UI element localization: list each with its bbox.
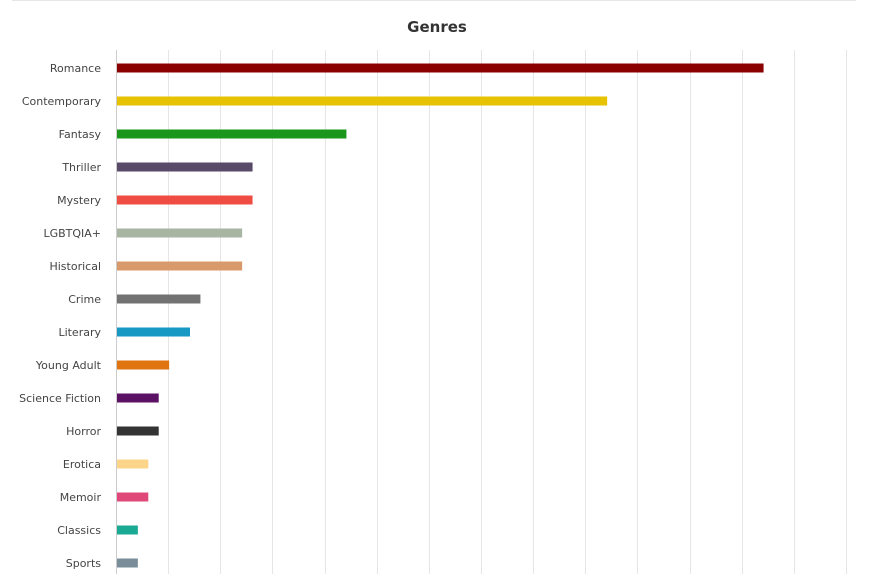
bar-young-adult[interactable] (117, 360, 170, 370)
category-label-layer: Romance Contemporary Fantasy Thriller Myster… (19, 62, 102, 570)
bar-horror[interactable] (117, 426, 159, 436)
bar-sports[interactable] (117, 558, 138, 568)
category-label-contemporary: Contemporary (22, 95, 102, 108)
category-label-memoir: Memoir (60, 491, 102, 504)
category-label-literary: Literary (58, 326, 101, 339)
category-label-young-adult: Young Adult (35, 359, 102, 372)
bar-mystery[interactable] (117, 195, 253, 205)
category-label-historical: Historical (49, 260, 101, 273)
category-label-mystery: Mystery (57, 194, 101, 207)
bar-layer (117, 63, 764, 568)
bar-memoir[interactable] (117, 492, 149, 502)
bar-classics[interactable] (117, 525, 138, 535)
bar-crime[interactable] (117, 294, 201, 304)
category-label-erotica: Erotica (63, 458, 101, 471)
grid-layer (116, 50, 847, 574)
top-divider (12, 0, 856, 1)
bar-fantasy[interactable] (117, 129, 347, 139)
bar-literary[interactable] (117, 327, 190, 337)
category-label-science-fiction: Science Fiction (19, 392, 101, 405)
category-label-thriller: Thriller (61, 161, 101, 174)
bar-thriller[interactable] (117, 162, 253, 172)
category-label-crime: Crime (68, 293, 101, 306)
category-label-lgbtqia: LGBTQIA+ (43, 227, 101, 240)
category-label-classics: Classics (57, 524, 101, 537)
category-label-fantasy: Fantasy (59, 128, 102, 141)
category-label-horror: Horror (66, 425, 101, 438)
category-label-romance: Romance (50, 62, 101, 75)
category-label-sports: Sports (66, 557, 102, 570)
bar-science-fiction[interactable] (117, 393, 159, 403)
bar-historical[interactable] (117, 261, 243, 271)
bar-contemporary[interactable] (117, 96, 608, 106)
bar-romance[interactable] (117, 63, 764, 73)
bar-erotica[interactable] (117, 459, 149, 469)
bar-lgbtqia[interactable] (117, 228, 243, 238)
chart-title: Genres (407, 18, 467, 36)
